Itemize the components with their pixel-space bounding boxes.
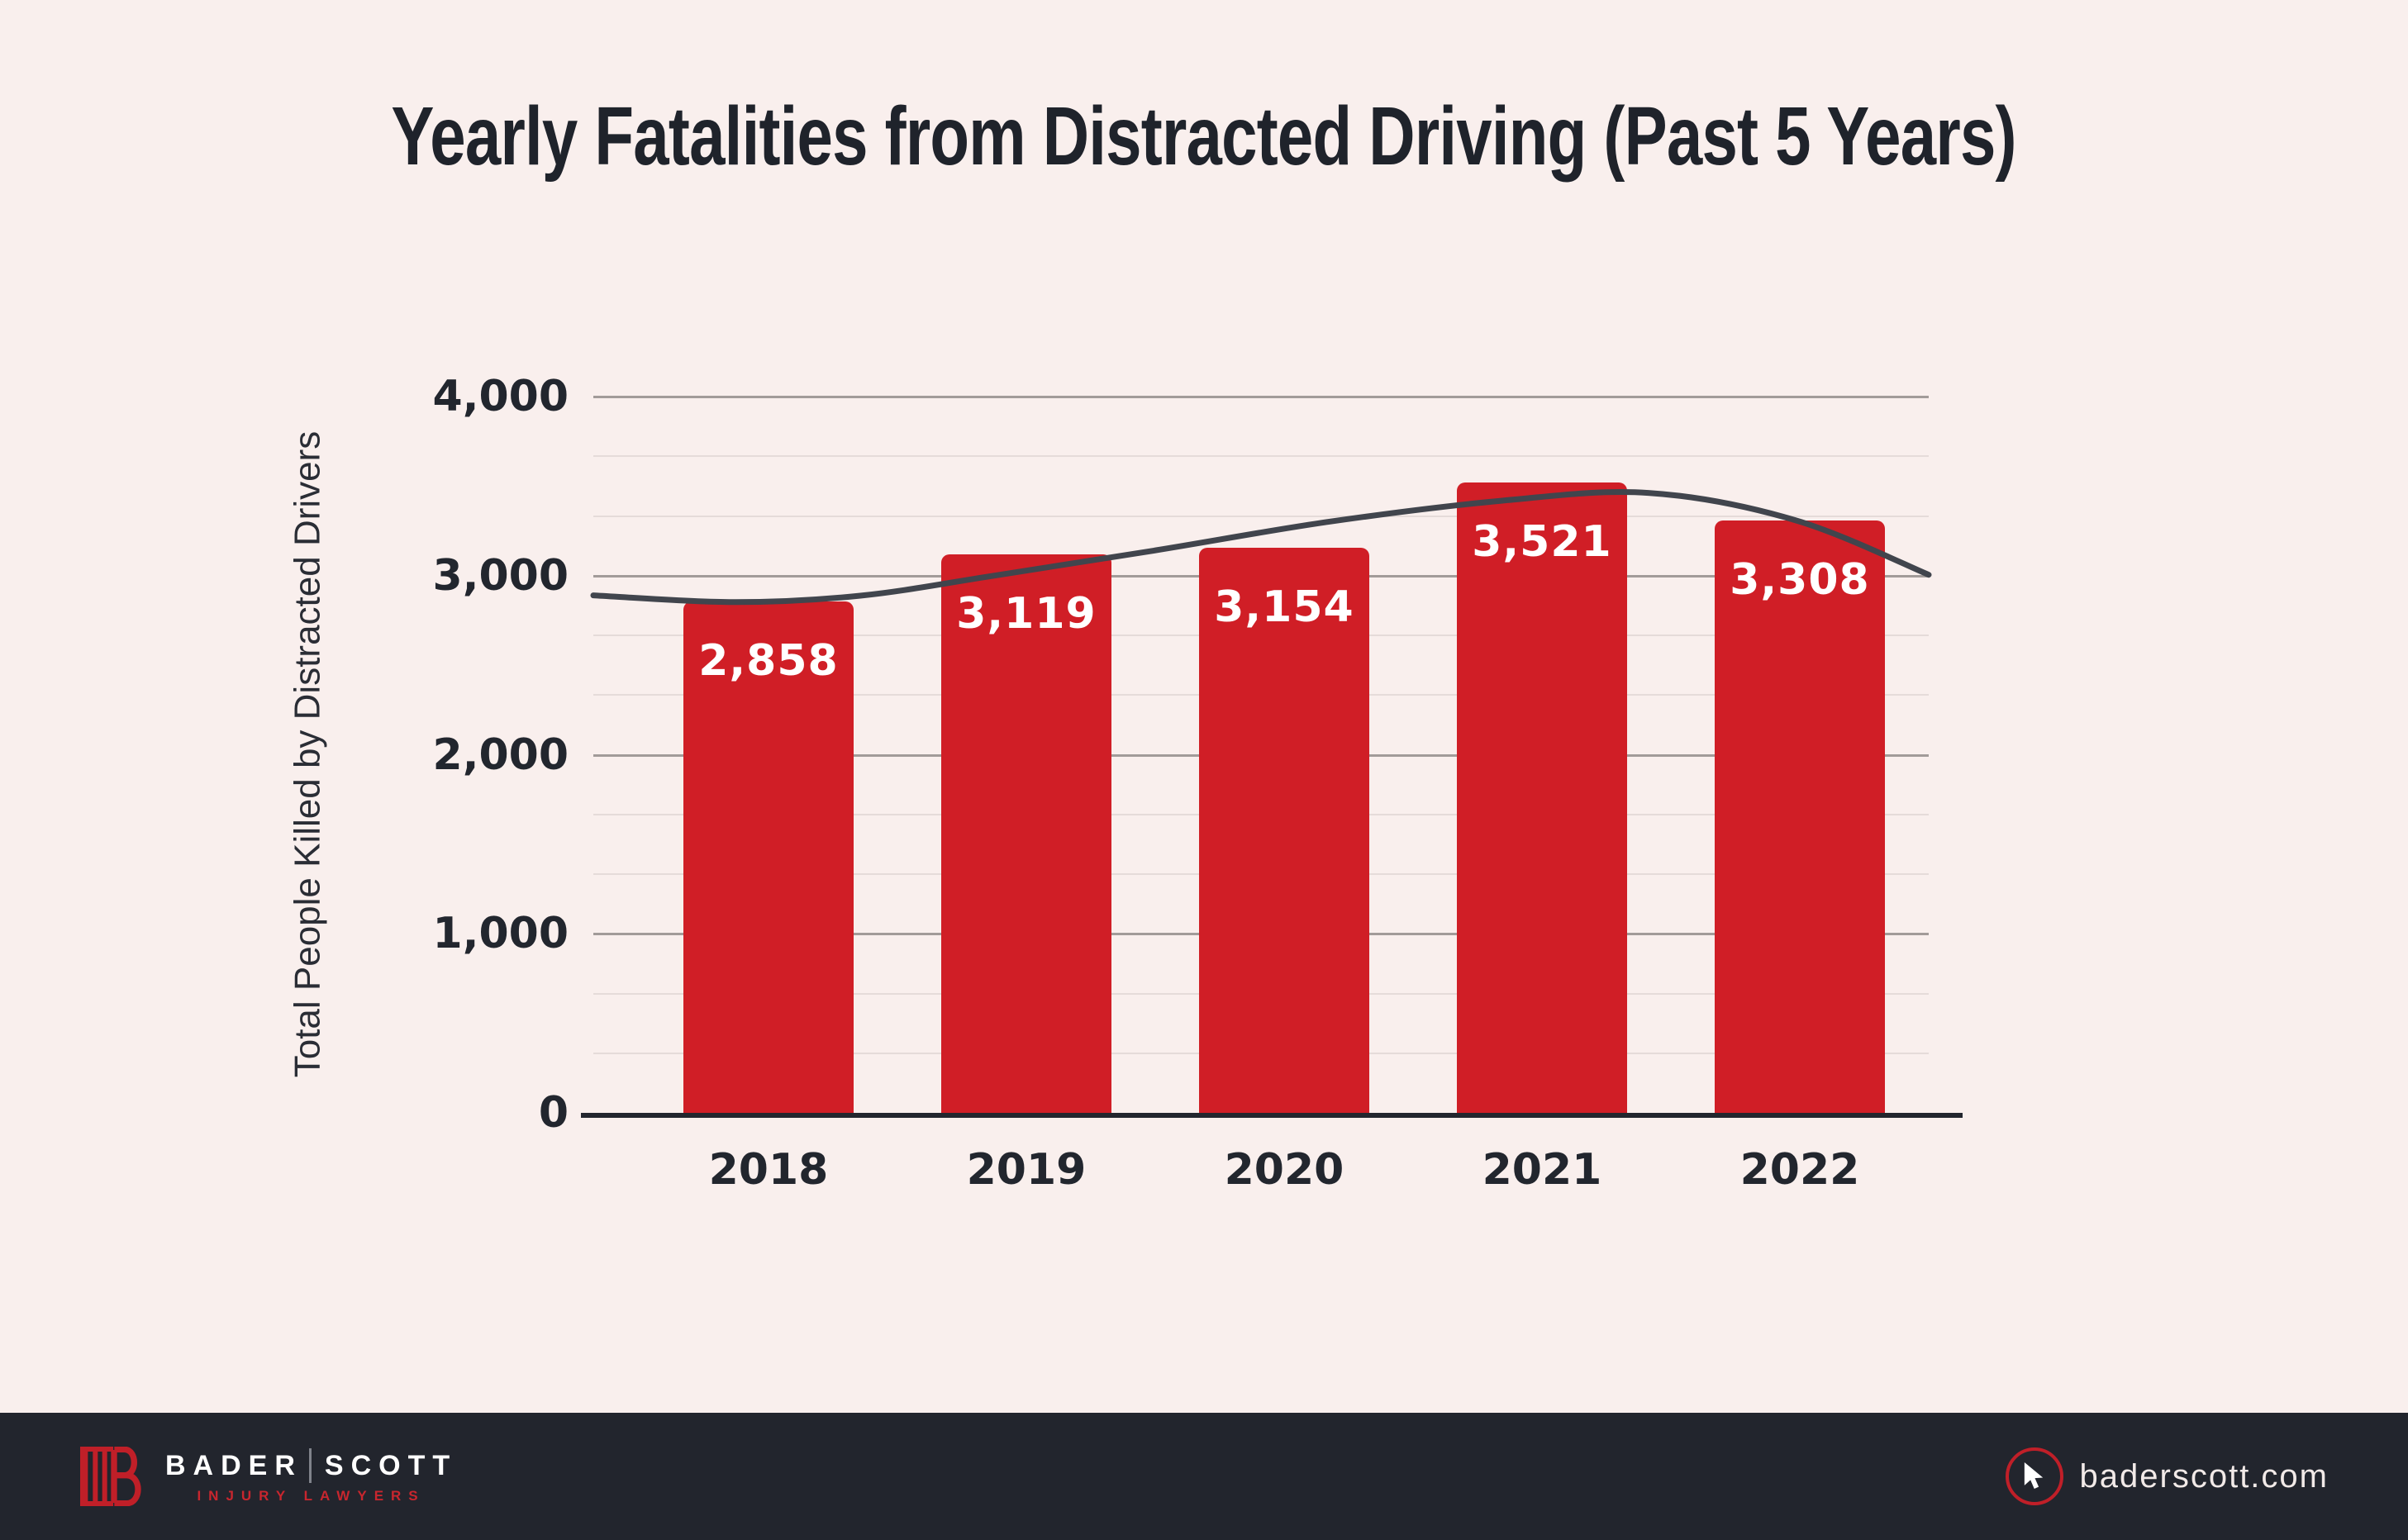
baderscott-logo [80, 1447, 141, 1506]
brand-name-primary: BADER [165, 1449, 302, 1481]
cursor-arrow-icon [2024, 1462, 2043, 1490]
x-axis-line [581, 1113, 1963, 1118]
cursor-circle-icon [2005, 1447, 2063, 1505]
y-tick-label: 2,000 [432, 730, 569, 780]
page-title: Yearly Fatalities from Distracted Drivin… [0, 89, 2408, 184]
brand-block: BADER SCOTT INJURY LAWYERS [79, 1447, 457, 1506]
y-tick-label: 0 [538, 1088, 569, 1138]
page-title-text: Yearly Fatalities from Distracted Drivin… [391, 90, 2017, 183]
x-tick-label: 2021 [1482, 1145, 1602, 1195]
gridline-major [593, 396, 1929, 398]
footer-bar: BADER SCOTT INJURY LAWYERS baderscott.co… [0, 1413, 2408, 1540]
bar-2022 [1715, 520, 1885, 1113]
bar-value-label: 3,308 [1730, 554, 1870, 605]
website-url: baderscott.com [2079, 1457, 2329, 1495]
brand-tagline: INJURY LAWYERS [197, 1488, 426, 1504]
bar-2021 [1457, 482, 1627, 1113]
x-tick-label: 2019 [966, 1145, 1087, 1195]
bar-value-label: 3,119 [956, 588, 1097, 639]
brand-wordmark: BADER SCOTT INJURY LAWYERS [165, 1448, 457, 1504]
y-tick-label: 1,000 [432, 909, 569, 959]
bar-2019 [941, 554, 1111, 1113]
brand-divider [308, 1448, 312, 1483]
bar-value-label: 2,858 [698, 635, 839, 686]
x-tick-label: 2020 [1224, 1145, 1344, 1195]
gridline-minor [593, 455, 1929, 458]
bar-2020 [1199, 548, 1369, 1113]
x-tick-label: 2022 [1739, 1145, 1860, 1195]
website-block: baderscott.com [2005, 1447, 2329, 1505]
x-tick-label: 2018 [708, 1145, 829, 1195]
y-tick-label: 3,000 [432, 550, 569, 601]
gridline-minor [593, 515, 1929, 517]
brand-name-secondary: SCOTT [324, 1449, 458, 1481]
brand-name-line: BADER SCOTT [165, 1448, 457, 1483]
bar-value-label: 3,154 [1214, 582, 1354, 633]
bar-value-label: 3,521 [1472, 516, 1612, 567]
bar-2018 [683, 601, 854, 1113]
y-tick-label: 4,000 [432, 372, 569, 421]
